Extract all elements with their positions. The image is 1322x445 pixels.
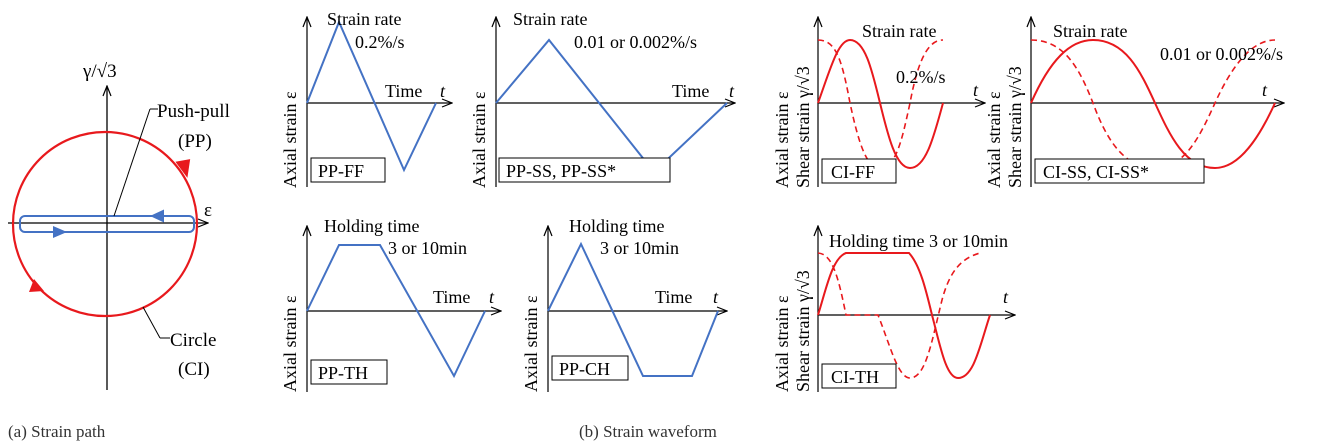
pp-label: Push-pull bbox=[157, 101, 230, 122]
pp-th-wave bbox=[306, 244, 486, 379]
ci-ff-label-box bbox=[821, 158, 897, 184]
pp-ss-rate-title: Strain rate bbox=[513, 9, 587, 29]
pp-ch-label-box bbox=[551, 355, 629, 381]
pp-ff-y-label: Axial strain ε bbox=[280, 91, 300, 188]
ci-ss-axial-wave bbox=[1030, 38, 1276, 170]
ci-ff-rate-value: 0.2%/s bbox=[896, 67, 946, 87]
gamma-axis-label: γ/√3 bbox=[82, 61, 117, 82]
ci-abbrev: (CI) bbox=[178, 359, 210, 380]
circle-arrow-lower bbox=[29, 279, 44, 292]
ci-th-hold-text: Holding time 3 or 10min bbox=[829, 231, 1008, 251]
ci-ff-y-label-axial: Axial strain ε bbox=[772, 91, 792, 188]
ci-th-panel: Axial strain ε Shear strain γ/√3 Holding… bbox=[772, 226, 1015, 392]
pp-th-panel: Axial strain ε Holding time 3 or 10min T… bbox=[280, 216, 501, 392]
pp-ch-wave bbox=[547, 241, 719, 377]
ci-ss-y-label-axial: Axial strain ε bbox=[984, 91, 1004, 188]
pp-th-time-label: Time bbox=[433, 287, 470, 307]
ci-th-label-box bbox=[821, 363, 897, 389]
epsilon-axis-label: ε bbox=[204, 200, 212, 221]
ci-ss-rate-value: 0.01 or 0.002%/s bbox=[1160, 44, 1283, 64]
pp-ch-label: PP-CH bbox=[559, 359, 610, 379]
pp-ss-panel: Axial strain ε Strain rate 0.01 or 0.002… bbox=[469, 9, 735, 188]
pp-ch-panel: Axial strain ε Holding time 3 or 10min T… bbox=[521, 216, 727, 392]
ci-ss-rate-title: Strain rate bbox=[1053, 21, 1127, 41]
strain-path-panel: γ/√3 ε Push-pull (PP) Circle (CI) (a) St… bbox=[8, 61, 230, 441]
push-pull-arrow-left bbox=[150, 209, 164, 223]
pp-th-t-label: t bbox=[489, 287, 495, 307]
ci-ss-panel: Axial strain ε Shear strain γ/√3 Strain … bbox=[984, 17, 1284, 188]
pp-ff-label-box bbox=[310, 157, 386, 183]
pp-ch-hold-value: 3 or 10min bbox=[600, 238, 679, 258]
ci-leader bbox=[142, 306, 161, 339]
ci-th-axial-wave bbox=[817, 252, 991, 380]
pp-ff-panel: Axial strain ε Strain rate 0.2%/s Time t… bbox=[280, 9, 452, 188]
pp-ss-rate-value: 0.01 or 0.002%/s bbox=[574, 32, 697, 52]
ci-ff-panel: Axial strain ε Shear strain γ/√3 Strain … bbox=[772, 17, 985, 188]
pp-th-hold-value: 3 or 10min bbox=[388, 238, 467, 258]
ci-th-y-label-axial: Axial strain ε bbox=[772, 295, 792, 392]
ci-th-label: CI-TH bbox=[831, 367, 879, 387]
pp-ss-label: PP-SS, PP-SS* bbox=[506, 161, 616, 181]
circle-path bbox=[11, 130, 199, 318]
ci-label: Circle bbox=[170, 330, 216, 351]
pp-ss-time-label: Time bbox=[672, 81, 709, 101]
pp-ch-hold-title: Holding time bbox=[569, 216, 665, 236]
pp-ch-y-label: Axial strain ε bbox=[521, 295, 541, 392]
ci-ff-axial-wave bbox=[817, 38, 944, 170]
pp-ss-y-label: Axial strain ε bbox=[469, 91, 489, 188]
pp-ss-label-box bbox=[498, 157, 671, 183]
caption-a: (a) Strain path bbox=[8, 422, 106, 441]
pp-ch-t-label: t bbox=[713, 287, 719, 307]
pp-ff-rate-value: 0.2%/s bbox=[355, 32, 405, 52]
pp-ff-wave bbox=[306, 19, 437, 173]
ci-th-shear-wave bbox=[817, 252, 981, 379]
pp-ss-t-label: t bbox=[729, 81, 735, 101]
push-pull-arrow-right bbox=[53, 226, 67, 238]
ci-ff-y-label-shear: Shear strain γ/√3 bbox=[793, 66, 813, 188]
ci-ss-t-label: t bbox=[1262, 80, 1268, 100]
pp-abbrev: (PP) bbox=[178, 131, 212, 152]
pp-th-hold-title: Holding time bbox=[324, 216, 420, 236]
ci-th-y-label-shear: Shear strain γ/√3 bbox=[793, 270, 813, 392]
ci-ff-t-label: t bbox=[973, 80, 979, 100]
caption-b: (b) Strain waveform bbox=[579, 422, 717, 441]
pp-ch-time-label: Time bbox=[655, 287, 692, 307]
pp-th-y-label: Axial strain ε bbox=[280, 295, 300, 392]
ci-ff-rate-title: Strain rate bbox=[862, 21, 936, 41]
push-pull-path bbox=[19, 215, 195, 233]
pp-ff-label: PP-FF bbox=[318, 161, 364, 181]
pp-ff-time-label: Time bbox=[385, 81, 422, 101]
ci-ss-label-box bbox=[1034, 158, 1205, 184]
pp-leader bbox=[113, 108, 151, 217]
pp-ss-wave bbox=[495, 38, 728, 174]
circle-arrow-upper bbox=[175, 159, 191, 178]
pp-th-label-box bbox=[310, 359, 388, 385]
ci-ff-label: CI-FF bbox=[831, 162, 875, 182]
ci-th-t-label: t bbox=[1003, 287, 1009, 307]
pp-ff-t-label: t bbox=[440, 81, 446, 101]
ci-ss-label: CI-SS, CI-SS* bbox=[1043, 162, 1149, 182]
pp-th-label: PP-TH bbox=[318, 363, 368, 383]
ci-ss-y-label-shear: Shear strain γ/√3 bbox=[1005, 66, 1025, 188]
pp-ff-rate-title: Strain rate bbox=[327, 9, 401, 29]
